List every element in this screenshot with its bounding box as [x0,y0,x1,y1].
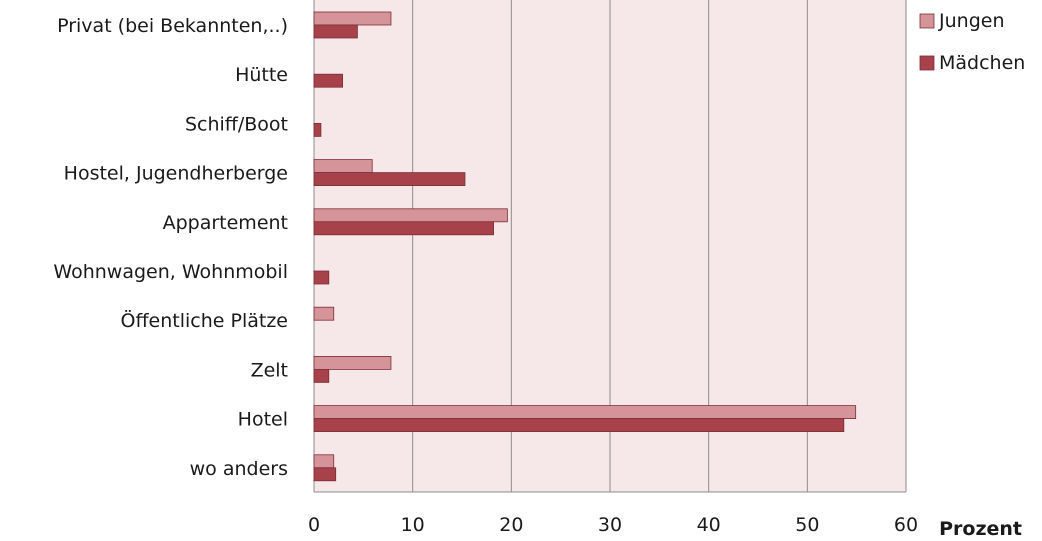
bar-jungen [313,306,335,321]
category-label: Hütte [235,64,288,86]
category-label: Hotel [238,409,288,431]
bar-maedchen [313,24,358,39]
category-labels: Privat (bei Bekannten,..) Hütte Schiff/Boo… [53,15,288,480]
bar-maedchen [313,123,322,137]
legend: Jungen Mädchen [919,10,1025,74]
x-tick-label: 30 [598,514,622,536]
legend-swatch [919,13,935,29]
legend-swatch [919,55,935,71]
x-axis-title: Prozent [939,518,1022,540]
bar-maedchen [313,270,330,285]
bar-maedchen [313,418,845,433]
bar-maedchen [313,467,337,482]
legend-label: Mädchen [939,52,1025,74]
bar-maedchen [313,172,466,187]
bar-jungen [313,355,392,370]
category-label: Öffentliche Plätze [121,309,289,332]
x-tick-label: 50 [795,514,819,536]
x-tick-label: 10 [401,514,425,536]
bar-jungen [313,159,373,174]
x-tick-label: 20 [499,514,523,536]
bars [313,11,857,482]
category-label: Hostel, Jugendherberge [64,163,288,185]
legend-label: Jungen [938,10,1004,32]
category-label: wo anders [190,458,288,480]
bar-jungen [313,11,392,26]
bar-maedchen [313,368,330,383]
bar-jungen [313,208,508,223]
x-tick-label: 40 [697,514,721,536]
category-label: Wohnwagen, Wohnmobil [53,261,288,283]
bar-jungen [313,405,857,420]
x-tick-label: 60 [894,514,918,536]
x-tick-label: 0 [308,514,320,536]
category-label: Privat (bei Bekannten,..) [57,15,288,37]
category-label: Zelt [251,359,288,381]
bar-maedchen [313,73,344,88]
x-tick-labels: 0 10 20 30 40 50 60 [308,514,918,536]
bar-jungen [313,454,335,469]
category-label: Schiff/Boot [185,113,288,135]
bar-maedchen [313,221,494,236]
category-label: Appartement [163,212,288,234]
